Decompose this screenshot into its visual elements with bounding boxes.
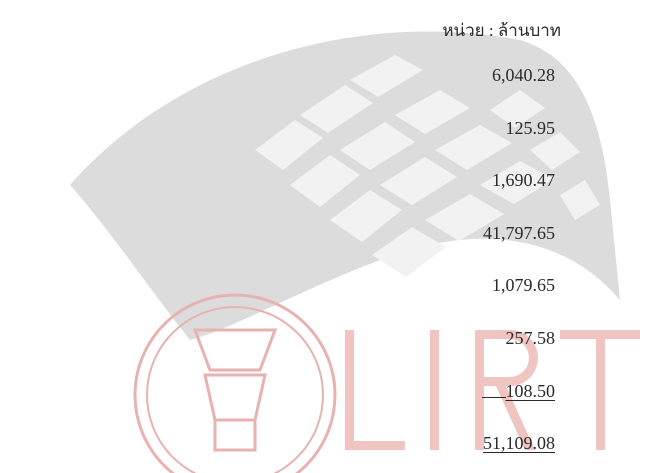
amount-text: 125.95 [506,118,556,138]
amount-text: 6,040.28 [492,65,555,85]
amount: 108.50 [482,380,556,402]
amount-text: 51,109.08 [483,433,555,453]
amount-text: 108.50 [506,381,556,401]
amount-text: 1,690.47 [492,170,555,190]
amount-text: 257.58 [506,328,556,348]
amount-text: 1,079.65 [492,275,555,295]
amount: 1,079.65 [492,274,555,296]
page: หน่วย : ล้านบาท 6,040.28 125.95 1,690.47 41… [0,0,651,473]
amount: 41,797.65 [483,222,555,244]
unit-label: หน่วย : ล้านบาท [442,20,561,42]
amount-text: 41,797.65 [483,223,555,243]
amount: 51,109.08 [483,432,555,454]
amount: 6,040.28 [492,64,555,86]
underline-lead [482,380,506,398]
amount: 1,690.47 [492,169,555,191]
amount: 257.58 [506,327,556,349]
amount: 125.95 [506,117,556,139]
